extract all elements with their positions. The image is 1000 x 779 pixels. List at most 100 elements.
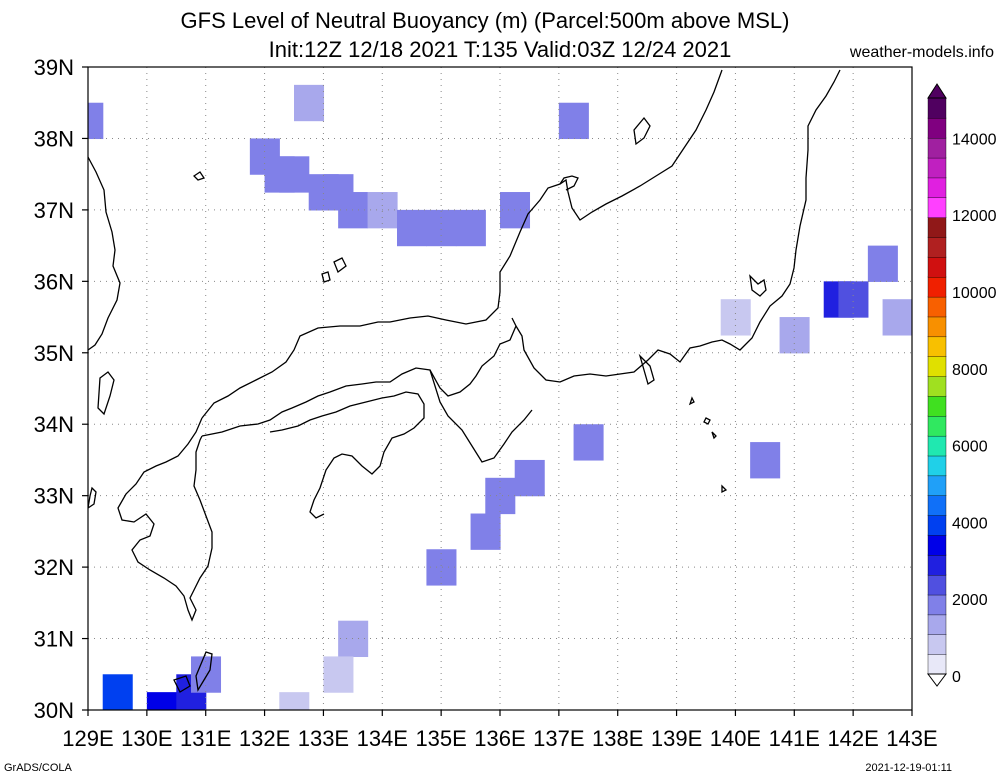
colorbar-swatch bbox=[927, 435, 947, 457]
lon-tick-label: 135E bbox=[415, 726, 466, 751]
coast-kyushu bbox=[117, 417, 213, 622]
field-cell bbox=[397, 209, 428, 247]
coast-izu-islands bbox=[688, 396, 728, 494]
field-cell bbox=[88, 102, 104, 140]
footer-left-text: GrADS/COLA bbox=[4, 762, 72, 774]
colorbar-swatch bbox=[927, 574, 947, 596]
colorbar-swatch bbox=[927, 534, 947, 556]
lat-tick-label: 33N bbox=[34, 484, 74, 509]
colorbar-swatch bbox=[927, 117, 947, 139]
field-cell bbox=[500, 192, 531, 229]
lat-tick-label: 37N bbox=[34, 198, 74, 223]
lat-tick-label: 39N bbox=[34, 55, 74, 80]
colorbar-label: 6000 bbox=[952, 439, 988, 456]
field-cell bbox=[279, 692, 310, 710]
colorbar-swatch bbox=[927, 375, 947, 397]
field-cell bbox=[867, 245, 898, 282]
coast-goto bbox=[88, 486, 97, 509]
buoyancy-field bbox=[88, 84, 912, 710]
latitude-axis: 30N 31N 32N 33N 34N 35N 36N 37N 38N 39N bbox=[34, 55, 88, 723]
colorbar-swatch bbox=[927, 634, 947, 655]
lon-tick-label: 136E bbox=[474, 726, 525, 751]
field-cell bbox=[338, 620, 369, 658]
lon-tick-label: 130E bbox=[121, 726, 172, 751]
field-cell bbox=[294, 84, 325, 122]
field-cell bbox=[514, 459, 545, 497]
field-cell bbox=[455, 209, 486, 247]
lon-tick-label: 131E bbox=[180, 726, 231, 751]
coast-sado bbox=[633, 116, 651, 146]
colorbar-label: 4000 bbox=[952, 515, 988, 532]
field-cell bbox=[279, 156, 310, 193]
colorbar-swatch bbox=[927, 216, 947, 238]
coast-korea bbox=[88, 156, 121, 351]
colorbar-label: 0 bbox=[952, 669, 961, 686]
colorbar-min-arrow bbox=[927, 673, 947, 687]
field-cell bbox=[470, 513, 501, 550]
colorbar-swatch bbox=[927, 653, 947, 675]
field-cell bbox=[102, 674, 133, 710]
colorbar-swatch bbox=[927, 157, 947, 179]
colorbar-label: 2000 bbox=[952, 592, 988, 609]
colorbar-label: 12000 bbox=[952, 208, 997, 225]
coast-tsushima bbox=[97, 371, 115, 416]
colorbar-label: 10000 bbox=[952, 285, 997, 302]
lon-tick-label: 140E bbox=[710, 726, 761, 751]
lat-tick-label: 34N bbox=[34, 412, 74, 437]
colorbar-swatch bbox=[927, 177, 947, 199]
colorbar-swatch bbox=[927, 97, 947, 119]
colorbar-swatch bbox=[927, 614, 947, 635]
lat-tick-label: 38N bbox=[34, 126, 74, 151]
colorbar-swatch bbox=[927, 415, 947, 437]
coast-tanegashima bbox=[195, 651, 213, 692]
colorbar-swatch bbox=[927, 554, 947, 576]
field-cell bbox=[323, 656, 354, 693]
lon-tick-label: 143E bbox=[886, 726, 937, 751]
colorbar-swatch bbox=[927, 495, 947, 516]
colorbar-max-arrow bbox=[927, 83, 947, 99]
longitude-axis: 129E 130E 131E 132E 133E 134E 135E 136E 137E 138E… bbox=[62, 710, 938, 751]
colorbar-swatch bbox=[927, 356, 947, 377]
coast-boso bbox=[749, 274, 767, 297]
colorbar-swatch bbox=[927, 276, 947, 298]
lat-tick-label: 31N bbox=[34, 627, 74, 652]
colorbar-swatch bbox=[927, 256, 947, 278]
footer-right-text: 2021-12-19-01:11 bbox=[865, 762, 952, 774]
colorbar-swatch bbox=[927, 475, 947, 496]
coast-oki bbox=[321, 257, 347, 283]
coast-izu bbox=[638, 353, 655, 386]
lat-tick-label: 36N bbox=[34, 269, 74, 294]
lon-tick-label: 134E bbox=[357, 726, 408, 751]
field-cell bbox=[720, 299, 751, 336]
coast-noto bbox=[559, 175, 579, 191]
coast-shikoku bbox=[269, 391, 425, 519]
colorbar-axis: 0 2000 4000 6000 8000 10000 12000 14000 bbox=[952, 131, 997, 686]
field-cell bbox=[426, 209, 457, 247]
colorbar-label: 8000 bbox=[952, 362, 988, 379]
coast-honshu-north bbox=[201, 69, 723, 419]
coast-kii bbox=[429, 369, 533, 463]
colorbar-label: 14000 bbox=[952, 131, 997, 148]
lon-tick-label: 142E bbox=[827, 726, 878, 751]
colorbar-swatch bbox=[927, 137, 947, 159]
lon-tick-label: 138E bbox=[592, 726, 643, 751]
colorbar-swatch bbox=[927, 336, 947, 357]
coast-dogo bbox=[192, 171, 206, 181]
colorbar-swatch bbox=[927, 236, 947, 258]
title-line2: Init:12Z 12/18 2021 T:135 Valid:03Z 12/2… bbox=[268, 37, 732, 62]
colorbar bbox=[927, 83, 947, 687]
coast-yakushima bbox=[173, 675, 191, 693]
colorbar-swatch bbox=[927, 395, 947, 417]
field-cell bbox=[882, 299, 912, 336]
colorbar-swatch bbox=[927, 594, 947, 616]
field-cell bbox=[146, 692, 177, 710]
colorbar-swatch bbox=[927, 455, 947, 477]
colorbar-swatch bbox=[927, 316, 947, 338]
lon-tick-label: 137E bbox=[533, 726, 584, 751]
colorbar-swatch bbox=[927, 296, 947, 318]
lat-tick-label: 32N bbox=[34, 555, 74, 580]
field-cell bbox=[573, 424, 604, 461]
field-cell bbox=[779, 317, 810, 354]
coast-honshu-south bbox=[201, 69, 841, 437]
lon-tick-label: 133E bbox=[298, 726, 349, 751]
